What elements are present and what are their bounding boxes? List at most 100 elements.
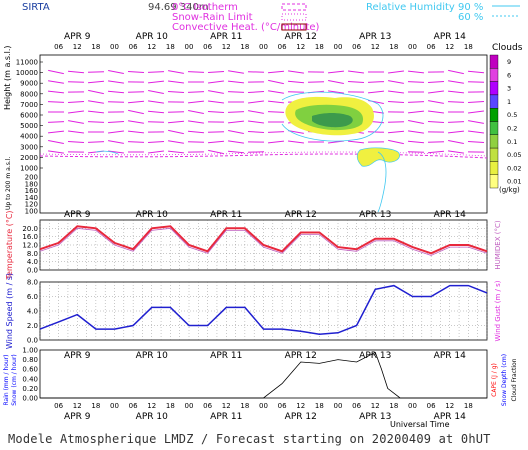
y-tick-label: 20.0 [22, 225, 38, 233]
wind-barb [107, 90, 125, 94]
legend-isotherm-sample [281, 3, 307, 11]
cloud-scale-label: 0.2 [507, 125, 517, 133]
wind-barb [328, 90, 344, 94]
series-line [39, 284, 488, 335]
wind-barb [267, 111, 285, 113]
wind-barb [108, 80, 124, 84]
wind-barb [268, 90, 284, 94]
hour-tick-label: 18 [464, 43, 473, 51]
wind-barb [407, 101, 425, 103]
wind-barb [168, 129, 184, 135]
cape-axis-label: CAPE (J / g) [491, 363, 498, 397]
wind-barb [227, 150, 245, 154]
cloud-panel: APR 9 APR 10 APR 11 APR 12 APR 13 APR 14 06 12… [3, 32, 488, 216]
wind-barb [407, 151, 425, 153]
wind-barb [407, 70, 425, 74]
wind-barb [207, 100, 225, 104]
y-tick-label: 0.00 [22, 395, 38, 403]
cloud-scale-label: 9 [507, 58, 511, 66]
hour-tick-label: 00 [259, 43, 268, 51]
hour-tick-label: 06 [129, 402, 138, 410]
precip-hours: 06 12 18 00 06 12 18 00 06 12 18 00 06 12 18 00 06 12 18 00… [54, 402, 473, 410]
cloud-days-top: APR 9 APR 10 APR 11 APR 12 APR 13 APR 14 [64, 32, 466, 42]
wind-barb [468, 120, 484, 124]
hour-tick-label: 12 [147, 402, 156, 410]
y-tick-label: 0.40 [22, 375, 38, 383]
cloud-scale-box [489, 94, 499, 109]
wind-barb [107, 150, 125, 154]
wind-barb [108, 140, 124, 144]
wind-barb [227, 80, 245, 84]
wind-barb [87, 71, 105, 73]
wind-barb [407, 140, 425, 144]
low-height-tick-label: 120 [25, 201, 38, 209]
y-tick-label: 8.0 [27, 279, 38, 287]
wind-barb [148, 100, 164, 104]
cloud-scale-box [489, 174, 499, 189]
legend-rh: Relative Humidity [366, 2, 455, 13]
height-tick-label: 8000 [20, 90, 38, 98]
wind-barb [67, 110, 85, 114]
temperature-series [39, 225, 488, 256]
cloud-scale-box [489, 107, 499, 122]
wind-barb [147, 140, 165, 144]
wind-barb [67, 140, 85, 144]
wind-barb [188, 120, 204, 124]
wind-barb [267, 140, 285, 144]
station-label: SIRTA [22, 2, 50, 13]
hour-tick-label: 12 [296, 43, 305, 51]
wind-barb [188, 109, 204, 115]
wind-panel-frame [39, 281, 488, 341]
hour-tick-label: 18 [389, 43, 398, 51]
wind-barb [467, 100, 485, 104]
wind-barb [247, 71, 265, 73]
low-height-tick-label: 160 [25, 187, 38, 195]
wind-barb [467, 70, 485, 74]
cloud-scale-label: 6 [507, 71, 511, 79]
wind-barb [347, 80, 365, 84]
wind-barb [208, 90, 224, 94]
y-tick-label: 0.60 [22, 366, 38, 374]
hour-tick-label: 00 [259, 402, 268, 410]
hour-tick-label: 18 [166, 43, 175, 51]
wind-barb [147, 150, 165, 154]
wind-barb [127, 70, 145, 74]
wind-barb [447, 130, 465, 134]
wind-barb [327, 70, 345, 74]
wind-barb [227, 111, 245, 113]
wind-barb [467, 81, 485, 83]
cloud-scale-box [489, 134, 499, 149]
hour-tick-label: 12 [445, 402, 454, 410]
wind-barb [127, 91, 145, 93]
wind-barb [227, 91, 245, 93]
wind-barb [68, 120, 84, 124]
wind-barb [387, 100, 405, 104]
wind-series [39, 284, 488, 335]
wind-barb [127, 130, 145, 134]
low-height-tick-label: 140 [25, 194, 38, 202]
coords-label: 94.69 340m [148, 2, 209, 13]
series-line [40, 351, 487, 399]
wind-barb [107, 120, 125, 124]
wind-barb [167, 150, 185, 154]
cloud-scale-box [489, 54, 499, 69]
wind-barb [247, 151, 265, 153]
wind-panel: 0.0 2.0 4.0 6.0 8.0 Wind Speed (m / s) Wind … [5, 273, 502, 349]
precip-panel: APR 9 APR 10 APR 11 APR 12 APR 13 APR 14 06 12… [3, 347, 518, 430]
height-tick-label: 5000 [20, 122, 38, 130]
wind-speed-axis-label: Wind Speed (m / s) [5, 273, 14, 349]
wind-barb [387, 130, 405, 134]
hour-tick-label: 18 [315, 43, 324, 51]
wind-barb [187, 91, 205, 93]
wind-barb [367, 131, 385, 133]
hour-tick-label: 06 [54, 402, 63, 410]
wind-barb [127, 100, 145, 104]
wind-barb [228, 70, 244, 74]
wind-barb [228, 129, 244, 135]
wind-barb [87, 141, 105, 143]
day-label: APR 9 [64, 210, 91, 220]
day-label: APR 12 [285, 210, 317, 220]
wind-barb [427, 90, 445, 94]
hour-tick-label: 12 [73, 43, 82, 51]
wind-barb [387, 121, 405, 123]
